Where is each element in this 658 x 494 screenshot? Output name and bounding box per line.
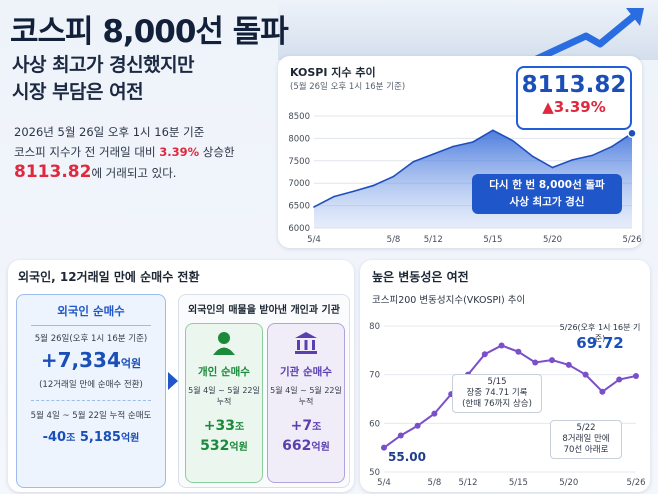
kospi-data-point: [531, 155, 534, 158]
kospi-callout: 다시 한 번 8,000선 돌파 사상 최고가 경신: [472, 174, 622, 214]
vkospi-x-tick-label: 5/12: [458, 478, 477, 488]
institution-label: 기관 순매수: [280, 366, 332, 378]
individual-label: 개인 순매수: [198, 366, 250, 378]
arrow-right-icon: [168, 372, 178, 390]
kospi-data-point: [492, 129, 494, 132]
vkospi-x-tick-label: 5/15: [509, 478, 528, 488]
foreign-value: +7,334억원: [40, 348, 142, 372]
kospi-data-point: [333, 195, 335, 198]
vkospi-data-point: [381, 444, 387, 451]
vkospi-x-tick-label: 5/4: [377, 478, 391, 488]
bank-building-icon: [295, 332, 317, 354]
vkospi-end-time: 5/26(오후 1시 16분 기준): [559, 323, 641, 343]
vkospi-x-tick-label: 5/8: [428, 478, 442, 488]
kospi-current-value: 8113.82: [521, 72, 627, 98]
kospi-data-point: [511, 139, 514, 142]
skyline-background: [278, 0, 658, 60]
kospi-change-pct: ▲3.39%: [542, 98, 606, 116]
page-title: 코스피 8,000선 돌파: [10, 14, 289, 50]
kospi-data-point: [352, 190, 355, 193]
domestic-investors-panel: 외국인의 매물을 받아낸 개인과 기관 개인 순매수 5월 4일 ~ 5월 22…: [178, 294, 350, 488]
foreign-period: 5월 4일 ~ 5월 22일 누적 순매도: [30, 411, 152, 421]
kospi-data-point: [313, 206, 315, 208]
kospi-y-tick-label: 7500: [288, 157, 310, 167]
foreign-label: 외국인 순매수: [57, 304, 125, 318]
vkospi-data-point: [515, 348, 522, 355]
institution-value: +7조 662억원: [282, 418, 330, 454]
vkospi-line-chart: 50 60 70 80 5/4 5/8 5/12 5/15 5/20 5/26: [369, 322, 645, 488]
page-subtitle: 사상 최고가 경신했지만 시장 부담은 여전: [12, 54, 195, 103]
foreign-cum-value: -40조 5,185억원: [42, 430, 140, 445]
kospi-y-tick-label: 8000: [288, 134, 310, 144]
vkospi-low-annotation: 5/22 8거래일 만에 70선 아래로: [550, 420, 622, 459]
foreign-note: (12거래일 만에 순매수 전환): [39, 380, 143, 390]
kospi-data-point: [432, 153, 435, 155]
vkospi-y-tick-label: 70: [369, 371, 380, 381]
kospi-data-point: [551, 166, 554, 169]
kospi-data-point: [627, 128, 637, 139]
vkospi-data-point: [599, 388, 606, 395]
kospi-data-point: [372, 184, 375, 187]
foreign-time: 5월 26일(오후 1시 16분 기준): [34, 334, 148, 344]
kospi-data-point: [412, 160, 415, 163]
vkospi-data-point: [431, 410, 438, 417]
flow-section-title: 외국인, 12거래일 만에 순매수 전환: [18, 270, 200, 284]
kospi-data-point: [571, 159, 574, 161]
investor-flow-card: 외국인, 12거래일 만에 순매수 전환 외국인 순매수 5월 26일(오후 1…: [8, 260, 354, 492]
volatility-chart-card: 높은 변동성은 여전 코스피200 변동성지수(VKOSPI) 추이 50 60 7…: [360, 260, 650, 492]
kospi-data-point: [591, 154, 594, 157]
vkospi-y-tick-label: 60: [369, 419, 380, 429]
kospi-y-tick-label: 8500: [288, 112, 310, 122]
kospi-y-tick-label: 7000: [288, 179, 310, 189]
vkospi-data-point: [549, 357, 555, 364]
vkospi-y-tick-label: 50: [369, 468, 380, 478]
kospi-x-tick-label: 5/15: [483, 235, 502, 245]
kospi-data-point: [452, 145, 454, 148]
vkospi-x-tick-label: 5/26: [626, 478, 645, 488]
person-icon: [213, 332, 235, 355]
vkospi-x-tick-label: 5/20: [559, 478, 578, 488]
vol-chart-subtitle: 코스피200 변동성지수(VKOSPI) 추이: [372, 295, 526, 306]
up-trend-arrow-icon: [528, 8, 644, 64]
kospi-y-tick-label: 6000: [288, 224, 310, 234]
kospi-chart-subtitle: (5월 26일 오후 1시 16분 기준): [290, 82, 406, 92]
kospi-chart-title: KOSPI 지수 추이: [290, 66, 376, 79]
kospi-x-tick-label: 5/20: [543, 235, 562, 245]
vkospi-end-value: 69.72: [576, 334, 624, 352]
vkospi-data-point: [481, 351, 488, 358]
individual-net-buy-box: 개인 순매수 5월 4일 ~ 5월 22일 누적 +33조 532억원: [185, 323, 263, 483]
kospi-x-tick-label: 5/8: [387, 235, 401, 245]
vkospi-peak-annotation: 5/15 장중 74.71 기록 (한때 76까지 상승): [452, 374, 542, 413]
kospi-x-tick-label: 5/4: [307, 235, 321, 245]
vkospi-start-label: 55.00: [388, 450, 426, 464]
kospi-x-tick-label: 5/26: [622, 235, 641, 245]
kospi-data-point: [392, 175, 395, 178]
kospi-chart-card: KOSPI 지수 추이 (5월 26일 오후 1시 16분 기준) 6000 65…: [278, 56, 642, 248]
institution-period: 5월 4일 ~ 5월 22일 누적: [270, 386, 342, 406]
domestic-panel-title: 외국인의 매물을 받아낸 개인과 기관: [188, 305, 340, 316]
kospi-x-tick-label: 5/12: [424, 235, 443, 245]
vkospi-series-line: [383, 344, 637, 449]
institution-net-buy-box: 기관 순매수 5월 4일 ~ 5월 22일 누적 +7조 662억원: [267, 323, 345, 483]
kospi-y-tick-label: 6500: [288, 202, 310, 212]
foreign-net-buy-box: 외국인 순매수 5월 26일(오후 1시 16분 기준) +7,334억원 (1…: [16, 294, 166, 488]
summary-text: 2026년 5월 26일 오후 1시 16분 기준 코스피 지수가 전 거래일 …: [14, 125, 235, 182]
vkospi-data-point: [565, 361, 572, 368]
vkospi-data-point: [633, 373, 639, 380]
kospi-data-point: [472, 141, 474, 143]
kospi-data-point: [611, 145, 613, 148]
vkospi-data-point: [498, 342, 505, 349]
vkospi-data-point: [414, 422, 421, 429]
vol-section-title: 높은 변동성은 여전: [372, 270, 469, 284]
vkospi-y-tick-label: 80: [369, 322, 380, 332]
vkospi-data-point: [582, 371, 589, 378]
vkospi-data-point: [616, 376, 623, 383]
individual-value: +33조 532억원: [200, 418, 248, 454]
vkospi-data-point: [532, 359, 539, 366]
individual-period: 5월 4일 ~ 5월 22일 누적: [188, 386, 260, 406]
vkospi-data-point: [397, 432, 404, 439]
kospi-current-value-box: 8113.82 ▲3.39%: [516, 66, 632, 130]
